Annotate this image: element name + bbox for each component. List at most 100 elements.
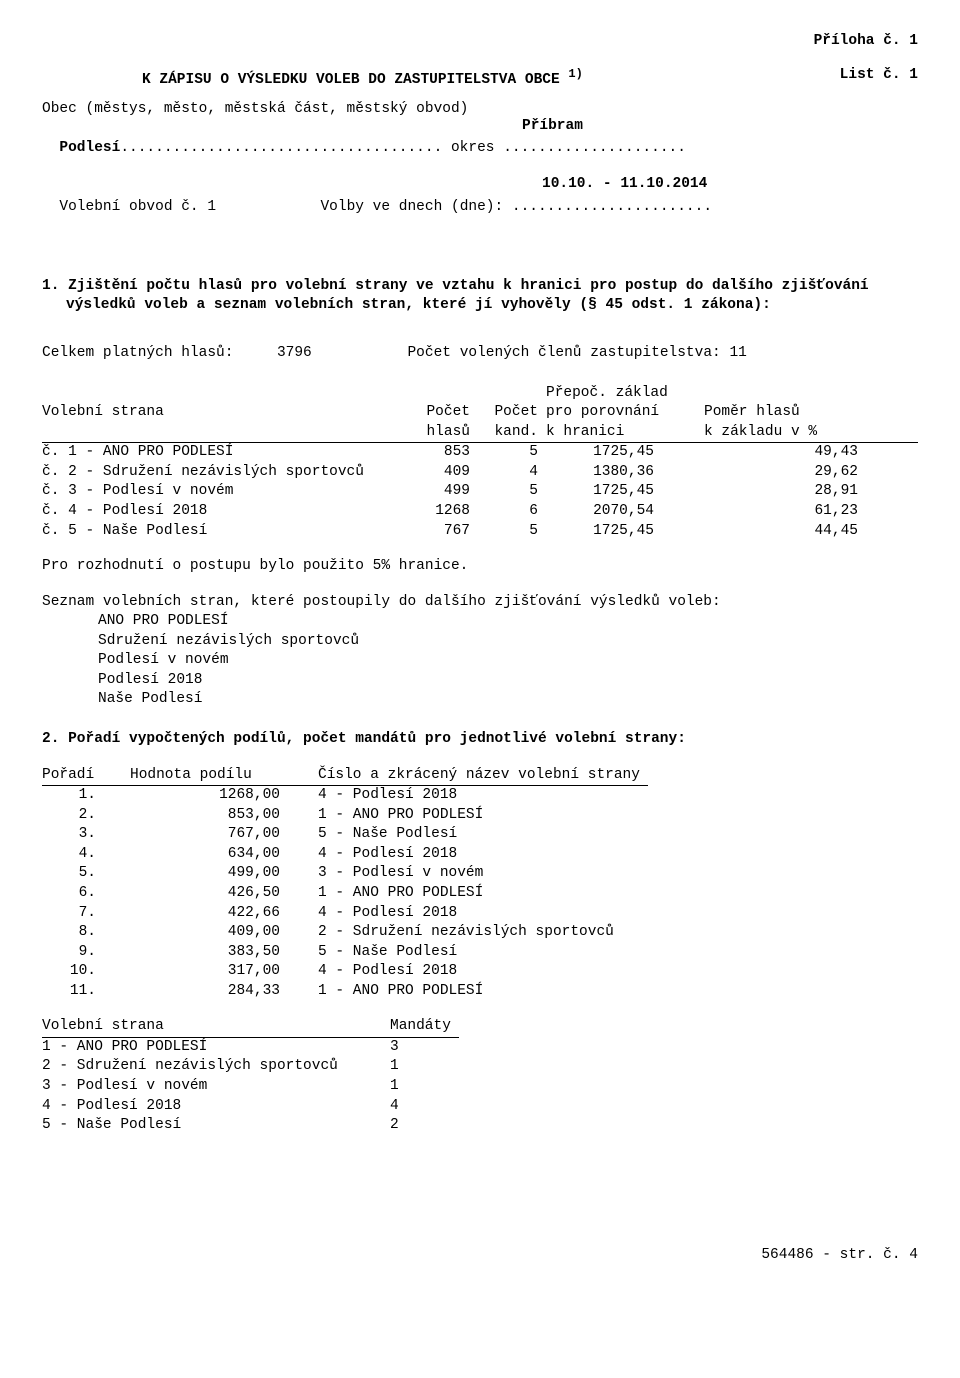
cell-base: 1725,45: [546, 522, 704, 542]
list-item: Podlesí v novém: [98, 651, 918, 671]
cell-rank: 2.: [42, 806, 130, 826]
table-row: 1 - ANO PRO PODLESÍ3: [42, 1037, 459, 1057]
cell-party: 5 - Naše Podlesí: [318, 825, 648, 845]
cell-votes: 853: [410, 443, 478, 463]
obec-label: Obec (městys, město, městská část, městs…: [42, 100, 918, 120]
table-row: 5.499,003 - Podlesí v novém: [42, 864, 648, 884]
list-number: List č. 1: [840, 66, 918, 90]
cell-value: 383,50: [130, 943, 318, 963]
list-item: Podlesí 2018: [98, 671, 918, 691]
s1-h-c3b: kand.: [478, 423, 546, 443]
cell-rank: 4.: [42, 845, 130, 865]
cell-seats: 1: [390, 1077, 459, 1097]
table-row: 10.317,004 - Podlesí 2018: [42, 962, 648, 982]
attachment-label: Příloha č. 1: [42, 32, 918, 52]
table-row: 7.422,664 - Podlesí 2018: [42, 904, 648, 924]
list-item: ANO PRO PODLESÍ: [98, 612, 918, 632]
cell-party: č. 5 - Naše Podlesí: [42, 522, 410, 542]
cell-ratio: 61,23: [704, 502, 918, 522]
cell-votes: 767: [410, 522, 478, 542]
cell-party: 2 - Sdružení nezávislých sportovců: [318, 923, 648, 943]
cell-value: 499,00: [130, 864, 318, 884]
table-row: 6.426,501 - ANO PRO PODLESÍ: [42, 884, 648, 904]
list-item: Sdružení nezávislých sportovců: [98, 632, 918, 652]
cell-cand: 4: [478, 463, 546, 483]
cell-party: 2 - Sdružení nezávislých sportovců: [42, 1057, 390, 1077]
cell-seats: 3: [390, 1037, 459, 1057]
title-row: K ZÁPISU O VÝSLEDKU VOLEB DO ZASTUPITELS…: [42, 66, 918, 90]
section1-heading: 1. Zjištění počtu hlasů pro volební stra…: [66, 277, 918, 316]
cell-cand: 5: [478, 443, 546, 463]
table-row: 4 - Podlesí 20184: [42, 1097, 459, 1117]
s2-h-c3: Číslo a zkrácený název volební strany: [318, 766, 648, 786]
s1-h-c2b: hlasů: [410, 423, 478, 443]
table-row: 5 - Naše Podlesí2: [42, 1116, 459, 1136]
cell-ratio: 44,45: [704, 522, 918, 542]
section2-rank-table: Pořadí Hodnota podílu Číslo a zkrácený n…: [42, 766, 648, 1002]
table-row: 4.634,004 - Podlesí 2018: [42, 845, 648, 865]
s1-h-c4c: k hranici: [546, 423, 704, 443]
doc-title-sup: 1): [568, 67, 583, 81]
cell-party: 4 - Podlesí 2018: [318, 962, 648, 982]
table-row: 2 - Sdružení nezávislých sportovců1: [42, 1057, 459, 1077]
table-row: č. 4 - Podlesí 2018126862070,5461,23: [42, 502, 918, 522]
cell-party: č. 3 - Podlesí v novém: [42, 482, 410, 502]
cell-seats: 2: [390, 1116, 459, 1136]
table-row: 3.767,005 - Naše Podlesí: [42, 825, 648, 845]
cell-cand: 6: [478, 502, 546, 522]
s1-h-c5a: Poměr hlasů: [704, 403, 918, 423]
table-row: č. 1 - ANO PRO PODLESÍ85351725,4549,43: [42, 443, 918, 463]
cell-votes: 409: [410, 463, 478, 483]
section2-heading: 2. Pořadí vypočtených podílů, počet mand…: [42, 730, 918, 750]
s1-h-c5b: k základu v %: [704, 423, 918, 443]
cell-votes: 1268: [410, 502, 478, 522]
cell-seats: 4: [390, 1097, 459, 1117]
cell-party: 3 - Podlesí v novém: [42, 1077, 390, 1097]
s2-h-c2: Hodnota podílu: [130, 766, 318, 786]
cell-seats: 1: [390, 1057, 459, 1077]
s2-h-c1: Pořadí: [42, 766, 130, 786]
footer: 564486 - str. č. 4: [42, 1246, 918, 1266]
cell-value: 853,00: [130, 806, 318, 826]
advance-list: ANO PRO PODLESÍSdružení nezávislých spor…: [42, 612, 918, 710]
cell-ratio: 49,43: [704, 443, 918, 463]
cell-party: 4 - Podlesí 2018: [318, 845, 648, 865]
table-row: 11.284,331 - ANO PRO PODLESÍ: [42, 982, 648, 1002]
cell-value: 284,33: [130, 982, 318, 1002]
cell-party: 1 - ANO PRO PODLESÍ: [318, 806, 648, 826]
table-row: 8.409,002 - Sdružení nezávislých sportov…: [42, 923, 648, 943]
meta-podlesi-row: Podlesí.................................…: [42, 120, 918, 179]
s1-h-c4b: pro porovnání: [546, 403, 704, 423]
cell-ratio: 29,62: [704, 463, 918, 483]
cell-value: 317,00: [130, 962, 318, 982]
cell-party: č. 4 - Podlesí 2018: [42, 502, 410, 522]
cell-base: 1725,45: [546, 443, 704, 463]
list-item: Naše Podlesí: [98, 690, 918, 710]
section1-table: Přepoč. základ Volební strana Počet Poče…: [42, 384, 918, 542]
obec-name: Podlesí: [59, 140, 120, 156]
cell-party: č. 2 - Sdružení nezávislých sportovců: [42, 463, 410, 483]
cell-party: 1 - ANO PRO PODLESÍ: [42, 1037, 390, 1057]
table-row: č. 2 - Sdružení nezávislých sportovců409…: [42, 463, 918, 483]
cell-cand: 5: [478, 522, 546, 542]
cell-rank: 9.: [42, 943, 130, 963]
cell-rank: 8.: [42, 923, 130, 943]
okres-fill: Příbram: [520, 117, 585, 137]
table-row: 1.1268,004 - Podlesí 2018: [42, 786, 648, 806]
cell-rank: 7.: [42, 904, 130, 924]
cell-value: 422,66: [130, 904, 318, 924]
table-row: č. 5 - Naše Podlesí76751725,4544,45: [42, 522, 918, 542]
cell-rank: 3.: [42, 825, 130, 845]
volby-label: Volby ve dnech (dne):: [320, 199, 503, 215]
cell-value: 1268,00: [130, 786, 318, 806]
volby-dots: .......................: [512, 199, 712, 215]
cell-cand: 5: [478, 482, 546, 502]
s1-h-c3a: Počet: [478, 403, 546, 423]
cell-rank: 5.: [42, 864, 130, 884]
volby-fill: 10.10. - 11.10.2014: [540, 175, 709, 195]
cell-rank: 11.: [42, 982, 130, 1002]
doc-title: K ZÁPISU O VÝSLEDKU VOLEB DO ZASTUPITELS…: [142, 71, 560, 87]
table-row: 2.853,001 - ANO PRO PODLESÍ: [42, 806, 648, 826]
cell-party: č. 1 - ANO PRO PODLESÍ: [42, 443, 410, 463]
cell-value: 426,50: [130, 884, 318, 904]
